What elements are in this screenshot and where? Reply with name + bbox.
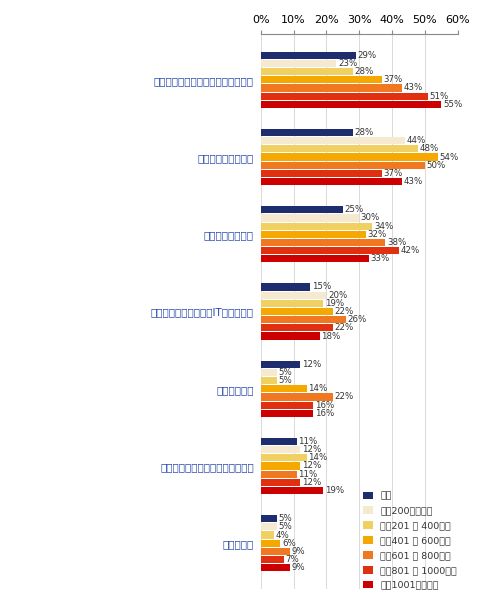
Text: 12%: 12% — [301, 478, 320, 487]
Bar — [260, 239, 385, 246]
Text: 34%: 34% — [373, 222, 393, 231]
Bar — [260, 487, 322, 494]
Bar — [260, 76, 381, 83]
Bar — [260, 92, 427, 100]
Text: 22%: 22% — [334, 307, 353, 316]
Text: 37%: 37% — [383, 169, 402, 178]
Text: 22%: 22% — [334, 393, 353, 402]
Text: 12%: 12% — [301, 360, 320, 368]
Bar — [260, 548, 290, 555]
Bar — [260, 283, 309, 291]
Legend: 全体, 年収200万円以下, 年入201 ～ 400万円, 年収401 ～ 600万円, 年収601 ～ 800万円, 年収801 ～ 1000万円, 年収10: 全体, 年収200万円以下, 年入201 ～ 400万円, 年収401 ～ 60… — [363, 492, 456, 590]
Text: 33%: 33% — [370, 254, 389, 263]
Bar — [260, 463, 300, 469]
Bar — [260, 255, 368, 262]
Text: 28%: 28% — [353, 67, 373, 76]
Bar — [260, 564, 290, 571]
Text: 23%: 23% — [337, 59, 356, 68]
Text: 30%: 30% — [360, 213, 379, 222]
Bar — [260, 300, 322, 307]
Bar — [260, 446, 300, 453]
Text: 38%: 38% — [386, 238, 406, 247]
Text: 22%: 22% — [334, 323, 353, 332]
Bar — [260, 52, 355, 59]
Bar — [260, 162, 424, 169]
Text: 5%: 5% — [278, 368, 292, 377]
Text: 6%: 6% — [282, 539, 295, 548]
Text: 54%: 54% — [439, 153, 458, 161]
Bar — [260, 361, 300, 368]
Bar — [260, 410, 313, 417]
Bar — [260, 332, 319, 339]
Bar — [260, 247, 398, 254]
Text: 20%: 20% — [327, 291, 347, 300]
Bar — [260, 170, 381, 177]
Text: 42%: 42% — [399, 246, 419, 255]
Text: 4%: 4% — [275, 530, 288, 539]
Text: 28%: 28% — [353, 128, 373, 137]
Bar — [260, 231, 365, 238]
Text: 32%: 32% — [367, 230, 386, 239]
Bar — [260, 393, 333, 400]
Text: 9%: 9% — [291, 547, 305, 556]
Text: 16%: 16% — [314, 400, 333, 410]
Bar — [260, 539, 280, 547]
Text: 16%: 16% — [314, 409, 333, 418]
Text: 51%: 51% — [429, 92, 448, 101]
Bar — [260, 324, 333, 332]
Bar — [260, 369, 276, 376]
Bar — [260, 129, 352, 136]
Bar — [260, 556, 283, 563]
Bar — [260, 137, 404, 144]
Bar — [260, 454, 306, 461]
Text: 44%: 44% — [406, 136, 425, 145]
Text: 50%: 50% — [425, 161, 445, 170]
Text: 25%: 25% — [344, 205, 363, 214]
Text: 55%: 55% — [442, 100, 461, 109]
Bar — [260, 515, 276, 522]
Text: 26%: 26% — [347, 315, 366, 324]
Bar — [260, 292, 326, 299]
Bar — [260, 377, 276, 384]
Bar — [260, 153, 437, 161]
Bar — [260, 316, 346, 323]
Text: 11%: 11% — [298, 437, 317, 446]
Bar — [260, 146, 417, 152]
Text: 19%: 19% — [324, 299, 343, 308]
Bar — [260, 402, 313, 409]
Bar — [260, 214, 359, 222]
Bar — [260, 308, 333, 315]
Text: 43%: 43% — [403, 177, 422, 186]
Text: 15%: 15% — [311, 283, 330, 292]
Text: 5%: 5% — [278, 522, 292, 532]
Text: 11%: 11% — [298, 470, 317, 478]
Text: 18%: 18% — [321, 332, 340, 341]
Text: 9%: 9% — [291, 564, 305, 572]
Text: 37%: 37% — [383, 76, 402, 85]
Text: 12%: 12% — [301, 461, 320, 471]
Bar — [260, 523, 276, 530]
Text: 29%: 29% — [357, 51, 376, 60]
Text: 48%: 48% — [419, 144, 439, 153]
Text: 43%: 43% — [403, 83, 422, 92]
Bar — [260, 471, 296, 478]
Bar — [260, 206, 342, 213]
Bar — [260, 178, 401, 185]
Text: 14%: 14% — [308, 453, 327, 462]
Bar — [260, 60, 335, 67]
Bar — [260, 479, 300, 486]
Bar — [260, 101, 440, 108]
Bar — [260, 532, 273, 539]
Bar — [260, 68, 352, 76]
Text: 5%: 5% — [278, 514, 292, 523]
Bar — [260, 85, 401, 92]
Bar — [260, 222, 372, 230]
Text: 7%: 7% — [285, 555, 299, 564]
Bar — [260, 438, 296, 445]
Text: 19%: 19% — [324, 486, 343, 495]
Text: 12%: 12% — [301, 445, 320, 454]
Text: 14%: 14% — [308, 384, 327, 393]
Bar — [260, 385, 306, 393]
Text: 5%: 5% — [278, 376, 292, 385]
